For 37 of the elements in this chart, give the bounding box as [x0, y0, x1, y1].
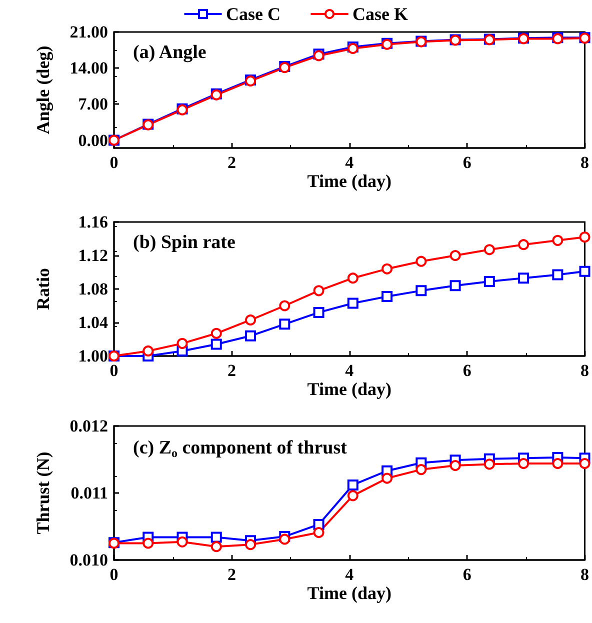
x-tick-label: 4	[345, 361, 354, 380]
y-tick-label: 21.00	[70, 22, 108, 42]
x-axis-title: Time (day)	[307, 378, 392, 399]
x-axis-title: Time (day)	[307, 582, 392, 603]
x-tick-label: 4	[345, 565, 354, 584]
y-tick-label: 0.011	[70, 484, 108, 502]
y-tick-label: 7.00	[78, 94, 108, 114]
x-tick-label: 0	[110, 153, 118, 172]
y-tick-label: 1.16	[78, 212, 108, 232]
x-tick-label: 6	[462, 153, 472, 172]
y-axis-title: Ratio	[33, 268, 53, 310]
y-tick-label: 1.00	[78, 346, 108, 366]
y-tick-label: 1.12	[78, 246, 108, 265]
legend-label: Case K	[352, 4, 408, 24]
y-tick-label: 14.00	[70, 58, 108, 78]
x-tick-label: 2	[227, 153, 236, 172]
x-axis-title: Time (day)	[307, 170, 392, 191]
x-tick-label: 2	[227, 361, 236, 380]
x-tick-label: 8	[580, 361, 589, 380]
y-tick-label: 1.08	[78, 280, 108, 298]
x-tick-label: 8	[580, 565, 589, 584]
y-tick-label: 0.012	[70, 416, 108, 436]
legend-label: Case C	[226, 4, 281, 24]
x-tick-label: 8	[580, 153, 589, 172]
x-tick-label: 6	[462, 565, 472, 584]
y-axis-title: Thrust (N)	[33, 452, 53, 534]
y-tick-label: 0.00	[78, 130, 108, 150]
text: (a) Angle	[133, 42, 206, 63]
text: (b) Spin rate	[133, 232, 236, 253]
x-tick-label: 0	[110, 565, 118, 584]
x-tick-label: 0	[110, 361, 118, 380]
y-tick-label: 1.04	[78, 313, 108, 332]
x-tick-label: 4	[345, 153, 354, 172]
y-tick-label: 0.010	[70, 550, 108, 570]
y-axis-title: Angle (deg)	[33, 46, 53, 134]
x-tick-label: 2	[227, 565, 236, 584]
x-tick-label: 6	[462, 361, 472, 380]
